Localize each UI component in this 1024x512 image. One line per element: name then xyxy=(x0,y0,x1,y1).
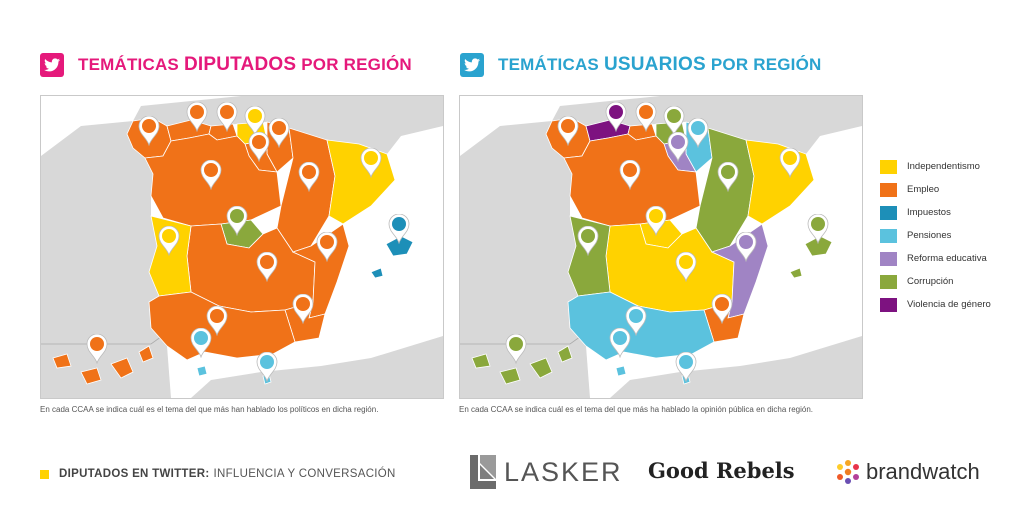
map-pin-icon[interactable] xyxy=(625,306,647,336)
map-pin-icon[interactable] xyxy=(256,252,278,282)
footer-bold: DIPUTADOS EN TWITTER: xyxy=(59,468,210,480)
map-pin-icon[interactable] xyxy=(360,148,382,178)
map-pin-icon[interactable] xyxy=(717,162,739,192)
legend-swatch xyxy=(880,205,897,220)
map-pin-icon[interactable] xyxy=(505,334,527,364)
legend-swatch xyxy=(880,297,897,312)
map-pin-icon[interactable] xyxy=(635,102,657,132)
region-canarias xyxy=(471,345,573,385)
legend: Independentismo Empleo Impuestos Pensiones R… xyxy=(880,155,991,316)
lasker-mark-icon xyxy=(470,455,496,489)
map-pin-icon[interactable] xyxy=(138,116,160,146)
legend-item: Reforma educativa xyxy=(880,247,991,270)
map-pin-icon[interactable] xyxy=(645,206,667,236)
legend-item: Independentismo xyxy=(880,155,991,178)
legend-label: Pensiones xyxy=(907,230,952,241)
legend-label: Violencia de género xyxy=(907,299,991,310)
legend-item: Corrupción xyxy=(880,270,991,293)
legend-label: Independentismo xyxy=(907,161,980,172)
map-pin-icon[interactable] xyxy=(256,352,278,382)
map-pin-icon[interactable] xyxy=(675,352,697,382)
map-pin-icon[interactable] xyxy=(86,334,108,364)
footer-square-icon xyxy=(40,469,49,479)
map-pin-icon[interactable] xyxy=(248,132,270,162)
land-background xyxy=(191,336,443,398)
map-pin-icon[interactable] xyxy=(667,132,689,162)
legend-swatch xyxy=(880,228,897,243)
right-panel-title: TEMÁTICAS USUARIOS POR REGIÓN xyxy=(460,52,821,78)
legend-swatch xyxy=(880,159,897,174)
right-title-pre: TEMÁTICAS xyxy=(498,55,599,74)
lasker-logo: LASKER xyxy=(470,455,623,489)
map-pin-icon[interactable] xyxy=(158,226,180,256)
legend-item: Violencia de género xyxy=(880,293,991,316)
land-background xyxy=(41,121,171,398)
map-pin-icon[interactable] xyxy=(807,214,829,244)
footer-rest: INFLUENCIA Y CONVERSACIÓN xyxy=(213,468,396,480)
map-pin-icon[interactable] xyxy=(675,252,697,282)
legend-item: Impuestos xyxy=(880,201,991,224)
legend-swatch xyxy=(880,182,897,197)
map-pin-icon[interactable] xyxy=(735,232,757,262)
brandwatch-logo: brandwatch xyxy=(834,458,980,486)
legend-swatch xyxy=(880,251,897,266)
map-pin-icon[interactable] xyxy=(186,102,208,132)
region-canarias xyxy=(52,345,154,385)
left-panel-title: TEMÁTICAS DIPUTADOS POR REGIÓN xyxy=(40,52,412,78)
map-pin-icon[interactable] xyxy=(268,118,290,148)
map-pin-icon[interactable] xyxy=(711,294,733,324)
map-pin-icon[interactable] xyxy=(663,106,685,136)
legend-label: Empleo xyxy=(907,184,940,195)
legend-label: Corrupción xyxy=(907,276,954,287)
right-title-post: POR REGIÓN xyxy=(710,55,822,74)
map-pin-icon[interactable] xyxy=(206,306,228,336)
map-pin-icon[interactable] xyxy=(388,214,410,244)
brandwatch-dots-icon xyxy=(837,460,859,484)
map-pin-icon[interactable] xyxy=(216,102,238,132)
map-pin-icon[interactable] xyxy=(609,328,631,358)
map-diputados xyxy=(40,95,444,399)
lasker-text: LASKER xyxy=(504,456,623,487)
map-pin-icon[interactable] xyxy=(190,328,212,358)
legend-item: Empleo xyxy=(880,178,991,201)
land-background xyxy=(610,336,862,398)
legend-label: Reforma educativa xyxy=(907,253,987,264)
map-pin-icon[interactable] xyxy=(316,232,338,262)
right-map-note: En cada CCAA se indica cuál es el tema d… xyxy=(459,405,814,414)
right-title-big: USUARIOS xyxy=(603,54,706,75)
goodrebels-logo: Good Rebels xyxy=(648,458,795,483)
left-title-post: POR REGIÓN xyxy=(301,55,412,74)
map-pin-icon[interactable] xyxy=(577,226,599,256)
left-map-note: En cada CCAA se indica cuál es el tema d… xyxy=(40,405,379,414)
twitter-icon xyxy=(460,53,484,77)
map-pin-icon[interactable] xyxy=(619,160,641,190)
map-pin-icon[interactable] xyxy=(292,294,314,324)
brandwatch-text: brandwatch xyxy=(866,459,980,484)
land-background xyxy=(460,121,590,398)
map-pin-icon[interactable] xyxy=(557,116,579,146)
map-pin-icon[interactable] xyxy=(605,102,627,132)
left-title-pre: TEMÁTICAS xyxy=(78,55,179,74)
legend-item: Pensiones xyxy=(880,224,991,247)
map-pin-icon[interactable] xyxy=(226,206,248,236)
twitter-icon xyxy=(40,53,64,77)
map-pin-icon[interactable] xyxy=(298,162,320,192)
footer-caption: DIPUTADOS EN TWITTER: INFLUENCIA Y CONVE… xyxy=(40,468,396,480)
region-ceuta xyxy=(196,365,208,377)
map-pin-icon[interactable] xyxy=(687,118,709,148)
map-usuarios xyxy=(459,95,863,399)
legend-label: Impuestos xyxy=(907,207,951,218)
map-pin-icon[interactable] xyxy=(244,106,266,136)
region-ceuta xyxy=(615,365,627,377)
legend-swatch xyxy=(880,274,897,289)
map-pin-icon[interactable] xyxy=(779,148,801,178)
map-pin-icon[interactable] xyxy=(200,160,222,190)
left-title-big: DIPUTADOS xyxy=(183,54,297,75)
